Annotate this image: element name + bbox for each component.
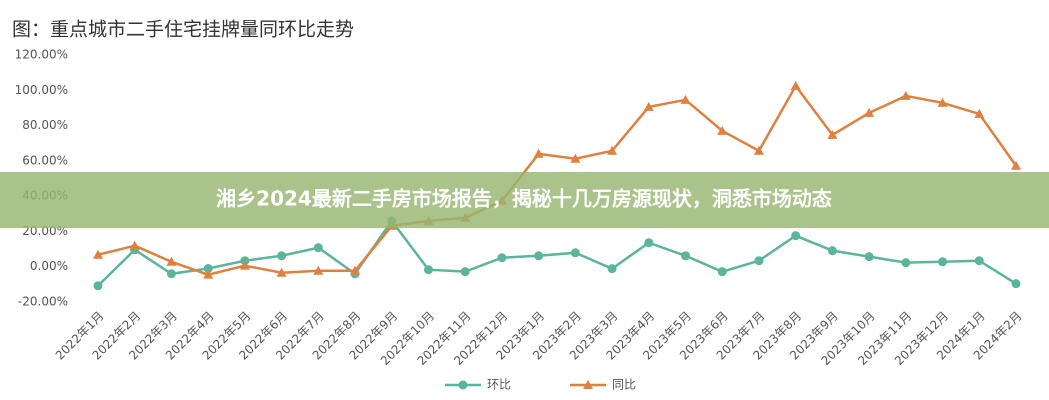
triangle-marker bbox=[974, 108, 985, 118]
circle-marker bbox=[93, 281, 103, 291]
triangle-marker bbox=[643, 101, 654, 111]
y-tick-label: 120.00% bbox=[15, 48, 68, 62]
circle-marker bbox=[534, 251, 544, 261]
y-tick-label: 60.00% bbox=[22, 153, 68, 167]
triangle-marker bbox=[93, 249, 103, 259]
series-line bbox=[97, 83, 1018, 276]
circle-marker bbox=[901, 258, 911, 268]
triangle-marker bbox=[239, 260, 250, 270]
y-tick-label: 0.00% bbox=[30, 259, 68, 273]
circle-marker bbox=[277, 251, 287, 261]
triangle-marker bbox=[790, 80, 801, 90]
triangle-marker bbox=[717, 125, 728, 135]
y-tick-label: -20.00% bbox=[18, 295, 68, 309]
circle-marker bbox=[607, 264, 617, 274]
banner-band bbox=[0, 172, 1049, 228]
triangle-marker bbox=[753, 145, 764, 155]
circle-marker bbox=[974, 256, 984, 266]
circle-marker bbox=[460, 267, 470, 277]
triangle-marker bbox=[607, 145, 618, 155]
triangle-marker bbox=[864, 107, 875, 117]
y-tick-label: 100.00% bbox=[15, 83, 68, 97]
triangle-marker bbox=[203, 269, 214, 279]
triangle-marker bbox=[900, 90, 911, 100]
circle-marker bbox=[497, 253, 507, 263]
banner-text: 湘乡2024最新二手房市场报告，揭秘十几万房源现状，洞悉市场动态 bbox=[216, 187, 832, 211]
chart-title: 图：重点城市二手住宅挂牌量同环比走势 bbox=[12, 19, 354, 41]
series-line bbox=[97, 218, 1017, 287]
circle-marker bbox=[864, 252, 874, 262]
triangle-marker bbox=[350, 265, 361, 275]
circle-marker bbox=[1011, 279, 1021, 289]
triangle-marker bbox=[1011, 160, 1021, 170]
triangle-marker bbox=[533, 148, 544, 158]
circle-marker bbox=[203, 263, 213, 273]
triangle-marker bbox=[313, 265, 324, 275]
circle-marker bbox=[166, 269, 176, 279]
circle-marker bbox=[644, 238, 654, 248]
circle-marker bbox=[754, 256, 764, 266]
triangle-marker bbox=[680, 94, 691, 104]
circle-marker bbox=[791, 231, 801, 241]
circle-marker bbox=[717, 267, 727, 277]
triangle-marker bbox=[937, 97, 948, 107]
circle-marker bbox=[938, 257, 948, 267]
triangle-marker bbox=[129, 240, 140, 250]
legend-label: 环比 bbox=[487, 378, 511, 392]
circle-marker bbox=[827, 246, 837, 256]
legend-label: 同比 bbox=[612, 378, 636, 392]
triangle-marker bbox=[583, 380, 593, 389]
circle-marker bbox=[458, 380, 468, 390]
circle-marker bbox=[570, 248, 580, 258]
circle-marker bbox=[681, 251, 691, 261]
y-tick-label: 80.00% bbox=[22, 118, 68, 132]
triangle-marker bbox=[276, 267, 287, 277]
triangle-marker bbox=[827, 129, 838, 139]
triangle-marker bbox=[166, 256, 177, 266]
circle-marker bbox=[313, 243, 323, 253]
triangle-marker bbox=[570, 153, 581, 163]
circle-marker bbox=[423, 265, 433, 275]
